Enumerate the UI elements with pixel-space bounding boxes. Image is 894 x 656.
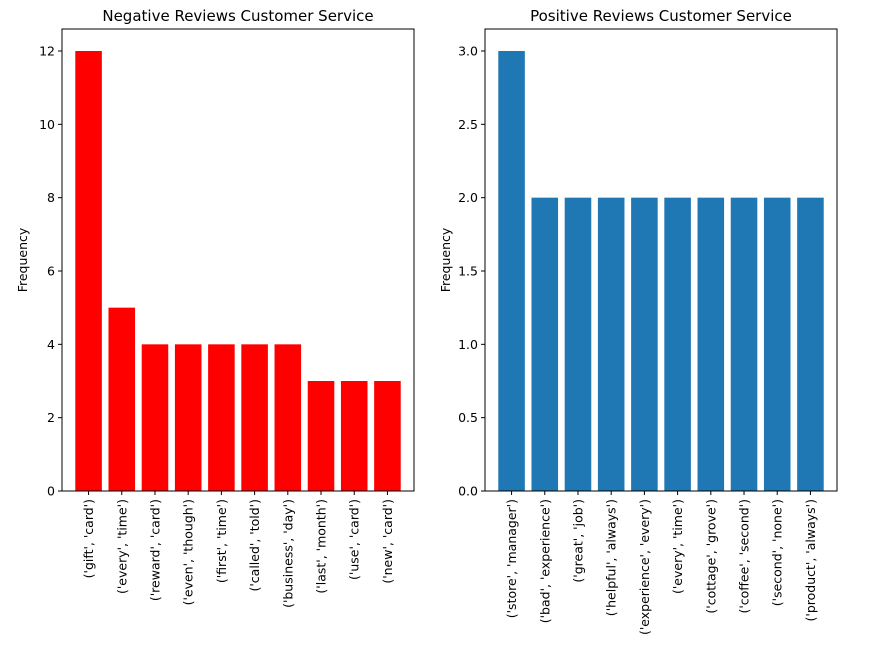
y-tick-label: 6: [47, 264, 55, 279]
y-tick-label: 2: [47, 410, 55, 425]
x-tick-label: ('second', 'none'): [770, 499, 785, 606]
y-tick-label: 3.0: [458, 44, 478, 59]
x-tick-label: ('experience', 'every'): [637, 499, 652, 635]
x-tick-label: ('helpful', 'always'): [604, 499, 619, 616]
y-tick-label: 12: [39, 44, 55, 59]
y-tick-label: 0: [47, 484, 55, 499]
x-tick-label: ('coffee', 'second'): [737, 499, 752, 614]
bar: [730, 197, 758, 491]
x-tick-label: ('new', 'card'): [380, 499, 395, 584]
bar: [531, 197, 559, 491]
bar: [340, 381, 368, 491]
x-tick-label: ('product', 'always'): [803, 499, 818, 621]
y-tick-label: 0.5: [458, 410, 478, 425]
chart-title: Positive Reviews Customer Service: [530, 7, 792, 25]
y-tick-label: 1.5: [458, 264, 478, 279]
x-tick-label: ('first', 'time'): [214, 499, 229, 583]
y-tick-label: 2.5: [458, 117, 478, 132]
bar: [141, 344, 169, 491]
y-tick-label: 4: [47, 337, 55, 352]
bar: [241, 344, 268, 491]
bar: [664, 197, 691, 491]
bar: [697, 197, 725, 491]
y-tick-label: 8: [47, 190, 55, 205]
x-tick-label: ('store', 'manager'): [504, 499, 519, 618]
x-tick-label: ('last', 'month'): [314, 499, 329, 594]
x-tick-label: ('gift', 'card'): [81, 499, 96, 578]
bar: [307, 381, 335, 491]
bar: [208, 344, 235, 491]
x-tick-label: ('great', 'job'): [570, 499, 585, 583]
y-axis-label: Frequency: [438, 227, 453, 292]
bar: [564, 197, 592, 491]
bar: [797, 197, 824, 491]
bar: [763, 197, 791, 491]
bar: [498, 51, 525, 491]
x-tick-label: ('cottage', 'grove'): [703, 499, 718, 614]
bar: [174, 344, 202, 491]
bar: [374, 381, 401, 491]
chart-2: Positive Reviews Customer Service 0.0 0.5 1…: [438, 7, 838, 635]
x-tick-label: ('every', 'time'): [670, 499, 685, 594]
plot-frame: [484, 28, 838, 492]
y-tick-label: 0.0: [458, 484, 478, 499]
bar: [75, 51, 102, 491]
bar: [274, 344, 302, 491]
x-tick-label: ('use', 'card'): [347, 499, 362, 580]
chart-1: Negative Reviews Customer Service 0 2 4 6 8 10…: [15, 7, 415, 608]
x-tick-label: ('even', 'though'): [181, 499, 196, 605]
x-tick-label: ('called', 'told'): [247, 499, 262, 592]
x-tick-label: ('bad', 'experience'): [537, 499, 552, 623]
bar: [631, 197, 658, 491]
plot-frame: [61, 28, 415, 492]
y-axis-label: Frequency: [15, 227, 30, 292]
y-tick-label: 10: [39, 117, 55, 132]
bar: [597, 197, 625, 491]
bar: [108, 307, 136, 491]
y-tick-label: 1.0: [458, 337, 478, 352]
chart-title: Negative Reviews Customer Service: [102, 7, 373, 25]
x-tick-label: ('business', 'day'): [280, 499, 295, 608]
x-tick-label: ('every', 'time'): [114, 499, 129, 594]
x-tick-label: ('reward', 'card'): [147, 499, 162, 601]
y-tick-label: 2.0: [458, 190, 478, 205]
